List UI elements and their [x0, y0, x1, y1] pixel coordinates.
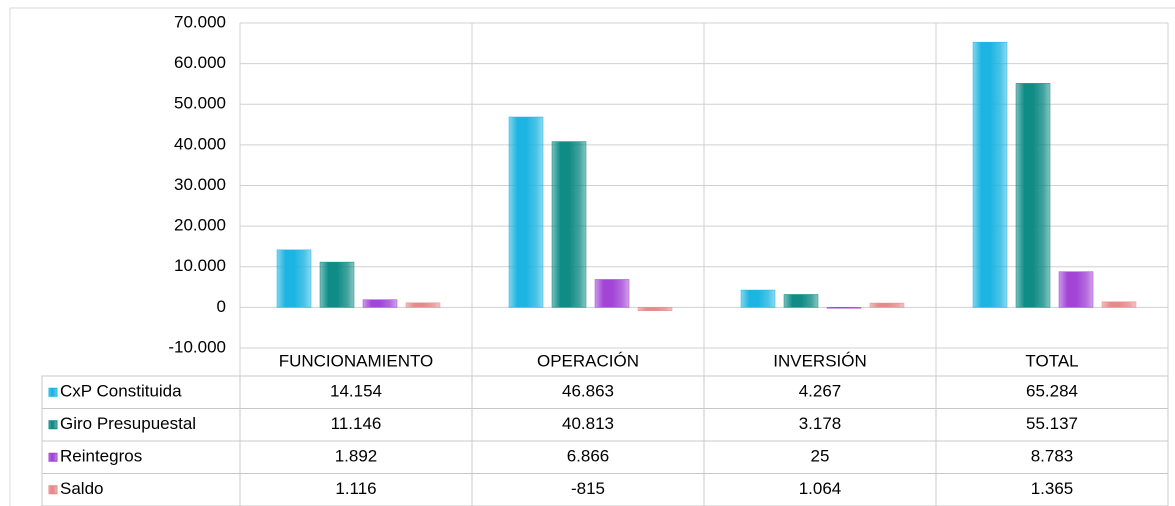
- bar: [783, 294, 819, 308]
- y-tick-label: -10.000: [168, 337, 226, 356]
- bar: [508, 116, 544, 308]
- data-label: 65.284: [1026, 382, 1078, 401]
- y-tick-label: 0: [217, 297, 226, 316]
- data-label: 1.064: [799, 479, 842, 498]
- chart-border: [9, 7, 1175, 506]
- x-tick-label: OPERACIÓN: [537, 351, 639, 370]
- data-label: -815: [571, 479, 605, 498]
- data-label: 3.178: [799, 414, 842, 433]
- bar: [826, 307, 862, 309]
- legend-label: Reintegros: [60, 447, 142, 466]
- bar: [594, 279, 630, 308]
- bar: [1101, 301, 1137, 308]
- y-tick-label: 10.000: [174, 256, 226, 275]
- data-label: 6.866: [567, 447, 610, 466]
- data-label: 14.154: [330, 382, 382, 401]
- bar: [869, 302, 905, 308]
- bar: [362, 299, 398, 308]
- y-tick-label: 70.000: [174, 12, 226, 31]
- legend-key: [48, 420, 58, 430]
- bar: [551, 141, 587, 308]
- legend-key: [48, 485, 58, 495]
- bar: [319, 261, 355, 308]
- data-label: 40.813: [562, 414, 614, 433]
- data-label: 55.137: [1026, 414, 1078, 433]
- data-label: 46.863: [562, 382, 614, 401]
- bar: [637, 307, 673, 311]
- data-label: 25: [811, 447, 830, 466]
- data-label: 1.365: [1031, 479, 1074, 498]
- data-label: 1.116: [335, 479, 376, 498]
- table-cell: [935, 473, 1169, 506]
- data-label: 4.267: [799, 382, 842, 401]
- y-tick-label: 40.000: [174, 134, 226, 153]
- bar: [972, 41, 1008, 308]
- bar: [276, 249, 312, 308]
- bar: [405, 302, 441, 308]
- x-tick-label: FUNCIONAMIENTO: [279, 351, 434, 370]
- bar: [1015, 83, 1051, 308]
- bar: [1058, 271, 1094, 308]
- data-label: 11.146: [331, 414, 382, 433]
- bar: [740, 289, 776, 308]
- y-tick-label: 30.000: [174, 175, 226, 194]
- legend-label: Giro Presupuestal: [60, 414, 196, 433]
- legend-label: Saldo: [60, 479, 103, 498]
- data-label: 8.783: [1031, 447, 1074, 466]
- legend-label: CxP Constituida: [60, 382, 182, 401]
- x-tick-label: INVERSIÓN: [773, 351, 867, 370]
- data-label: 1.892: [335, 447, 378, 466]
- y-tick-label: 60.000: [174, 53, 226, 72]
- legend-key: [48, 452, 58, 462]
- x-tick-label: TOTAL: [1025, 351, 1078, 370]
- y-tick-label: 50.000: [174, 94, 226, 113]
- y-tick-label: 20.000: [174, 216, 226, 235]
- legend-key: [48, 387, 58, 397]
